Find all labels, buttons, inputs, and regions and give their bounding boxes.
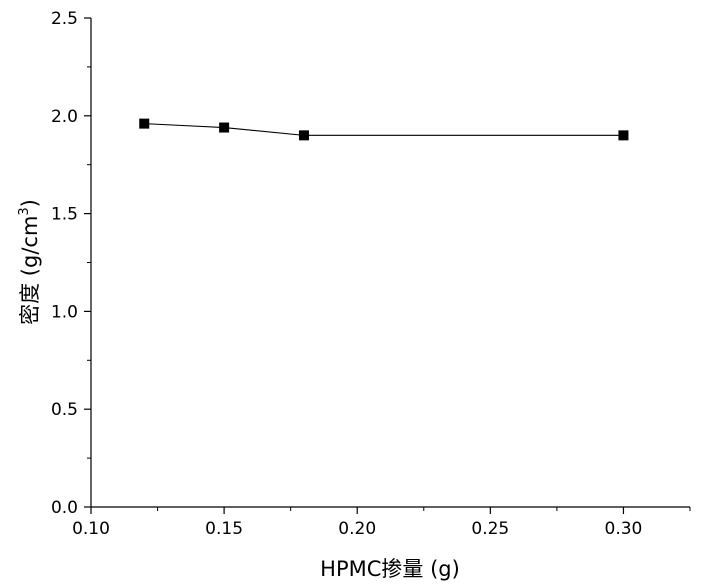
y-tick-label: 2.5	[51, 9, 78, 29]
y-tick-label: 2.0	[51, 107, 78, 127]
x-tick-label: 0.30	[605, 519, 643, 539]
x-tick-label: 0.20	[338, 519, 376, 539]
y-axis-ticks: 0.0 0.5 1.0 1.5 2.0 2.5	[51, 9, 91, 518]
y-tick-label: 0.5	[51, 400, 78, 420]
series-layer	[139, 118, 629, 141]
x-axis-label: HPMC掺量 (g)	[320, 557, 460, 581]
y-axis-label-main: 密度 (g/cm	[18, 216, 42, 325]
y-tick-label: 1.0	[51, 302, 78, 322]
x-tick-label: 0.25	[471, 519, 509, 539]
y-tick-label: 0.0	[51, 498, 78, 518]
x-tick-label: 0.15	[205, 519, 243, 539]
y-tick-label: 1.5	[51, 205, 78, 225]
data-point-marker	[139, 118, 150, 129]
y-axis-label-close: )	[18, 199, 42, 207]
data-point-marker	[298, 130, 309, 141]
series-line	[144, 123, 624, 136]
plot-frame	[90, 18, 690, 508]
y-axis-label-sup: 3	[17, 207, 32, 215]
data-point-marker	[618, 130, 629, 141]
x-axis-ticks: 0.10 0.15 0.20 0.25 0.30	[72, 507, 691, 539]
data-point-marker	[219, 122, 230, 133]
y-axis-label: 密度 (g/cm3)	[17, 199, 42, 325]
x-tick-label: 0.10	[72, 519, 110, 539]
